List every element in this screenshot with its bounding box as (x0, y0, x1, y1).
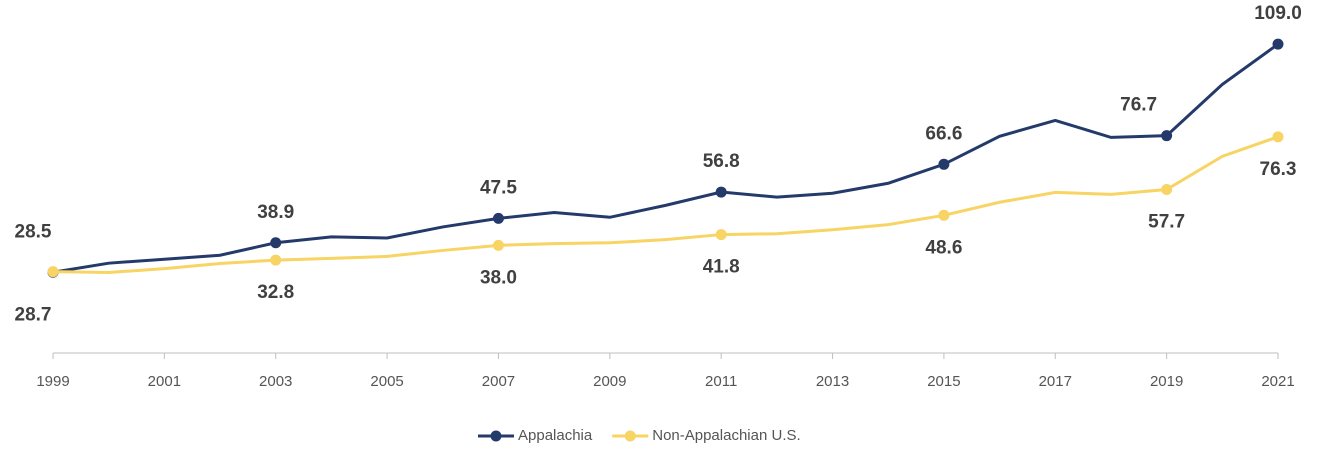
legend-label: Appalachia (518, 427, 593, 444)
value-label: 32.8 (257, 282, 294, 303)
point (47, 266, 59, 278)
value-label: 28.5 (15, 221, 52, 242)
x-tick-label: 2015 (927, 373, 960, 390)
x-tick-label: 2005 (370, 373, 403, 390)
point (715, 229, 727, 241)
value-label: 56.8 (703, 151, 740, 172)
x-tick-label: 2011 (705, 373, 737, 390)
point (715, 186, 727, 198)
point (1161, 130, 1173, 142)
x-tick-label: 2003 (259, 373, 292, 390)
value-label: 76.3 (1260, 159, 1297, 180)
point (1272, 38, 1284, 50)
value-label: 109.0 (1254, 3, 1302, 24)
legend-marker (490, 430, 502, 442)
x-tick-label: 2013 (816, 373, 849, 390)
series-line (52, 42, 1279, 274)
value-label: 48.6 (925, 237, 962, 258)
x-tick-label: 2001 (148, 373, 181, 390)
point (1161, 184, 1173, 196)
x-tick-label: 2021 (1261, 373, 1294, 390)
point (938, 158, 950, 170)
value-label: 66.6 (925, 123, 962, 144)
point (270, 254, 282, 266)
point (938, 209, 950, 221)
value-label: 28.7 (15, 305, 52, 326)
point (1272, 131, 1284, 143)
legend-label: Non-Appalachian U.S. (652, 427, 800, 444)
value-label: 76.7 (1120, 95, 1157, 116)
value-label: 41.8 (703, 257, 740, 278)
x-tick-label: 2009 (593, 373, 626, 390)
series-line (52, 135, 1279, 275)
legend-marker (624, 430, 636, 442)
value-label: 38.9 (257, 202, 294, 223)
value-label: 47.5 (480, 177, 517, 198)
value-label: 57.7 (1148, 212, 1185, 233)
x-tick-label: 2019 (1150, 373, 1183, 390)
point (270, 237, 282, 249)
x-tick-label: 2007 (482, 373, 515, 390)
point (492, 239, 504, 251)
x-tick-label: 1999 (36, 373, 69, 390)
value-label: 38.0 (480, 267, 517, 288)
point (492, 212, 504, 224)
x-tick-label: 2017 (1039, 373, 1072, 390)
